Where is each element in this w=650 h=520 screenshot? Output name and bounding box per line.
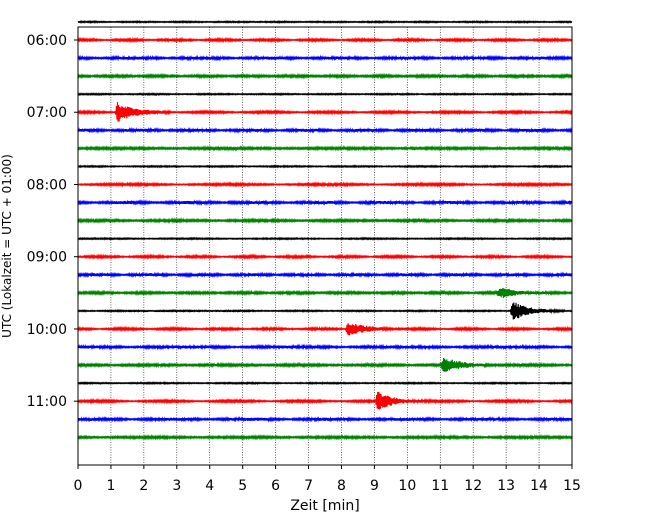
x-tick-label: 0	[74, 478, 83, 494]
x-tick-label: 14	[530, 478, 548, 494]
seismic-trace	[77, 72, 573, 80]
x-tick-label: 15	[563, 478, 581, 494]
x-tick-label: 11	[431, 478, 449, 494]
seismic-trace	[77, 271, 573, 279]
plot-frame	[77, 26, 573, 466]
seismic-trace	[77, 391, 573, 410]
y-axis-ticks: 06:00 07:00 08:00 09:00 10:00 11:00	[27, 33, 78, 410]
x-tick-label: 7	[304, 478, 313, 494]
x-tick-label: 13	[497, 478, 515, 494]
seismic-trace	[77, 357, 573, 372]
y-tick-label: 08:00	[27, 177, 67, 193]
seismic-trace	[77, 217, 573, 224]
x-tick-label: 4	[205, 478, 214, 494]
seismic-trace	[77, 181, 573, 188]
seismic-trace	[77, 92, 573, 97]
seismic-trace	[77, 287, 573, 298]
x-tick-label: 10	[398, 478, 416, 494]
vertical-grid	[110, 27, 540, 465]
seismic-trace	[77, 102, 573, 122]
seismic-trace	[77, 199, 573, 207]
seismic-trace	[77, 253, 573, 261]
x-axis-label: Zeit [min]	[290, 498, 359, 514]
x-tick-label: 6	[271, 478, 280, 494]
seismic-traces	[77, 19, 573, 441]
y-axis-label: UTC (Lokalzeit = UTC + 01:00)	[0, 154, 14, 338]
seismic-trace	[77, 381, 573, 386]
y-tick-label: 09:00	[27, 250, 67, 266]
seismic-trace	[77, 36, 573, 44]
x-tick-label: 2	[139, 478, 148, 494]
y-tick-label: 06:00	[27, 33, 67, 49]
x-tick-label: 9	[370, 478, 379, 494]
x-tick-label: 1	[106, 478, 115, 494]
seismic-trace	[77, 343, 573, 351]
seismic-trace	[77, 126, 573, 134]
x-tick-label: 3	[172, 478, 181, 494]
seismic-trace	[77, 54, 573, 62]
x-tick-label: 5	[238, 478, 247, 494]
plot-background	[78, 27, 572, 465]
seismic-trace	[77, 144, 573, 152]
x-tick-label: 12	[464, 478, 482, 494]
y-tick-label: 07:00	[27, 105, 67, 121]
y-tick-label: 10:00	[27, 322, 67, 338]
seismic-trace	[77, 302, 573, 320]
seismic-trace	[77, 236, 573, 241]
x-axis-ticks: 0 1 2 3 4 5 6 7 8 9 10 11 12 13 14 15	[74, 465, 581, 494]
seismic-trace	[77, 164, 573, 169]
seismic-trace	[77, 415, 573, 423]
x-tick-label: 8	[337, 478, 346, 494]
seismic-trace	[77, 19, 573, 25]
seismic-trace	[77, 323, 573, 336]
y-tick-label: 11:00	[27, 394, 67, 410]
seismic-trace	[77, 433, 573, 441]
